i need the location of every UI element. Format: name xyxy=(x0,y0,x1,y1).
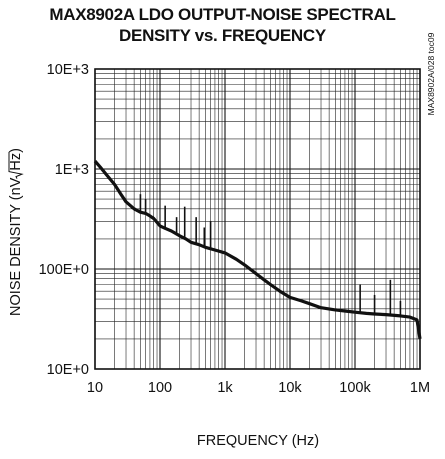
x-axis-label: FREQUENCY (Hz) xyxy=(197,433,319,449)
y-tick-label: 100E+0 xyxy=(39,262,89,278)
figure-code: MAX8902A/028 toc09 xyxy=(426,32,436,115)
noise-density-line xyxy=(93,160,422,340)
x-tick-label: 1M xyxy=(410,380,430,396)
x-tick-labels: 10 100 1k 10k 100k 1M xyxy=(87,380,430,396)
radical-sign xyxy=(8,151,24,179)
y-tick-label: 10E+3 xyxy=(47,62,89,78)
y-tick-label: 1E+3 xyxy=(55,162,89,178)
x-tick-label: 100 xyxy=(148,380,172,396)
y-tick-label: 10E+0 xyxy=(47,362,89,378)
y-axis-label-radicand: Hz xyxy=(8,153,24,171)
x-tick-label: 100k xyxy=(339,380,371,396)
x-tick-label: 1k xyxy=(217,380,233,396)
y-tick-labels: 10E+0 100E+0 1E+3 10E+3 xyxy=(39,62,89,378)
svg-text:NOISE DENSITY (nVHz): NOISE DENSITY (nV Hz) xyxy=(8,148,24,316)
x-tick-label: 10 xyxy=(87,380,103,396)
series-layer xyxy=(93,160,422,340)
chart-title-line1: MAX8902A LDO OUTPUT-NOISE SPECTRAL xyxy=(49,5,396,24)
chart-title-line2: DENSITY vs. FREQUENCY xyxy=(119,26,326,45)
minor-gridlines xyxy=(95,69,420,369)
x-tick-label: 10k xyxy=(278,380,302,396)
plot-frame xyxy=(94,68,421,370)
major-gridlines xyxy=(94,68,421,370)
y-axis-label: NOISE DENSITY (nV Hz) xyxy=(8,148,24,316)
y-axis-label-prefix: NOISE DENSITY (nV xyxy=(8,177,24,316)
y-axis-label-suffix: ) xyxy=(8,148,24,153)
